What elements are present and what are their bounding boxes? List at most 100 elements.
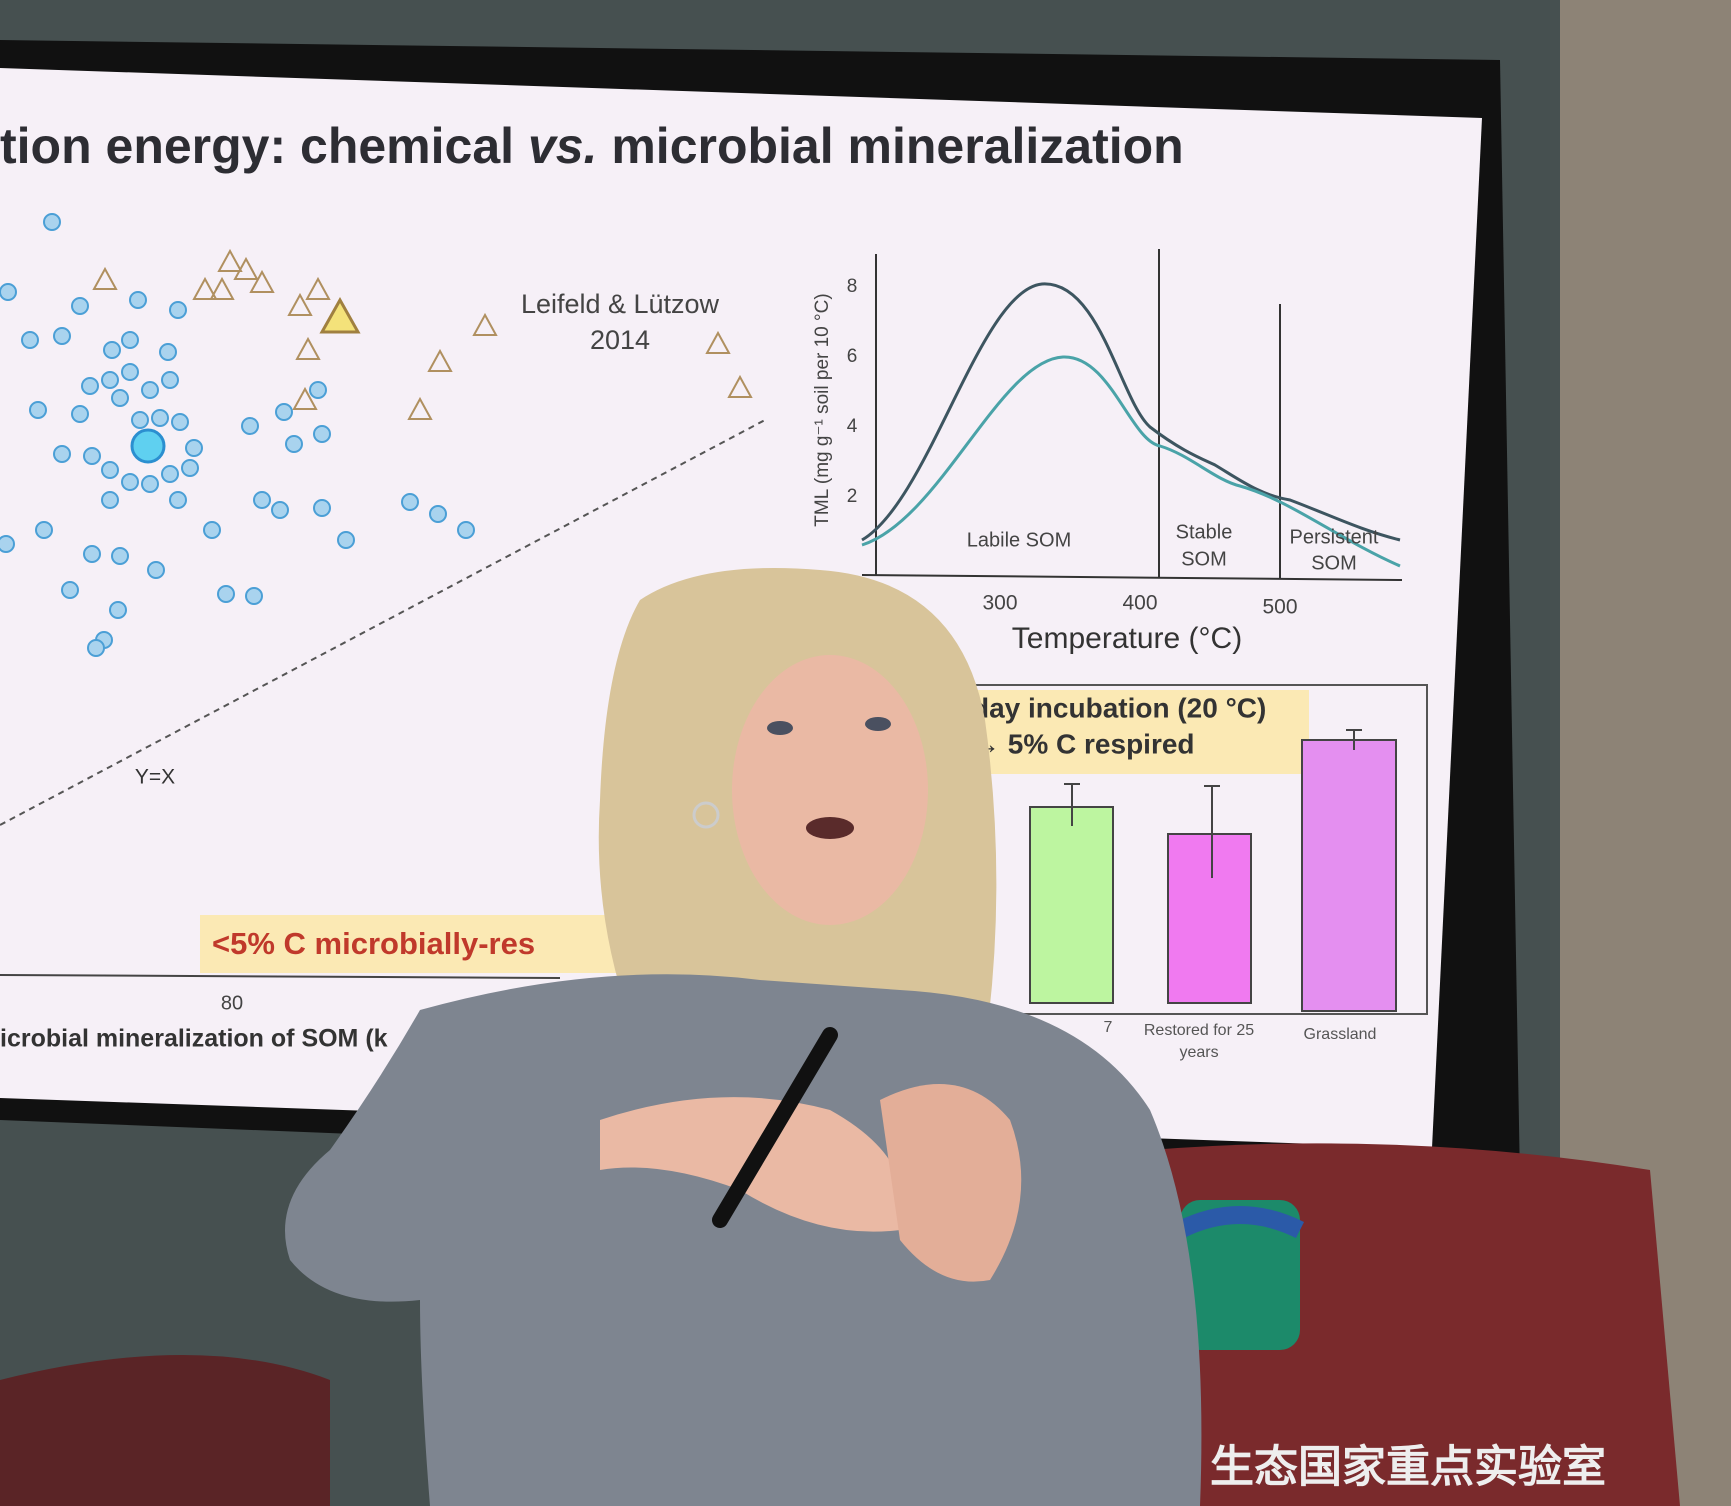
scatter-triangle	[727, 374, 753, 398]
scatter-point	[111, 547, 129, 565]
presenter	[285, 568, 1202, 1506]
scatter-point	[0, 535, 15, 553]
x-axis-label: icrobial mineralization of SOM (k	[0, 1025, 388, 1053]
x-tick-label: 80	[221, 992, 243, 1014]
logo	[1180, 1200, 1300, 1350]
scatter-triangle	[295, 336, 321, 360]
thermal-chart	[861, 249, 1403, 581]
scatter-triangle	[305, 276, 331, 300]
scatter-point	[337, 531, 355, 549]
scatter-point	[429, 505, 447, 523]
scatter-plot	[0, 213, 766, 979]
identity-label: Y=X	[135, 766, 175, 789]
identity-line	[0, 419, 766, 826]
logo-wave	[1175, 1206, 1305, 1239]
seat	[0, 1355, 330, 1506]
scatter-triangle	[427, 348, 453, 372]
scatter-point	[71, 297, 89, 315]
scatter-mean	[130, 428, 166, 464]
scatter-point	[129, 291, 147, 309]
mouth	[806, 817, 854, 839]
scatter-triangle	[292, 386, 318, 410]
hand	[880, 1084, 1022, 1282]
scatter-point	[151, 409, 169, 427]
citation: Leifeld & Lützow	[521, 289, 720, 319]
scatter-point	[83, 447, 101, 465]
scatter-point	[53, 445, 71, 463]
x-tick-label: 300	[982, 592, 1017, 615]
scatter-point	[131, 411, 149, 429]
bar	[1167, 833, 1252, 1004]
error-bar	[1064, 729, 1362, 878]
scatter-point	[109, 601, 127, 619]
face	[732, 655, 928, 925]
banner-text: day incubation (20 °C)	[972, 692, 1266, 723]
zone-label: Persistent	[1290, 526, 1379, 548]
title-part: tion energy: chemical	[0, 118, 528, 174]
scatter-point	[313, 425, 331, 443]
zone-label: Labile SOM	[967, 529, 1072, 551]
scatter-point	[181, 459, 199, 477]
scatter-point	[245, 587, 263, 605]
bar-label: years	[1179, 1044, 1218, 1061]
scatter-point	[83, 545, 101, 563]
scatter-mean	[319, 296, 361, 334]
scatter-triangle	[217, 248, 243, 272]
scatter-point	[103, 341, 121, 359]
x-axis-label: Temperature (°C)	[1012, 622, 1242, 655]
scatter-triangle	[287, 292, 313, 316]
scatter-point	[101, 491, 119, 509]
banner-box	[965, 690, 1309, 774]
y-axis-label: TML (mg g⁻¹ soil per 10 °C)	[812, 293, 833, 526]
scatter-triangle	[192, 276, 218, 300]
zone-label: SOM	[1311, 552, 1357, 574]
y-tick-label: 8	[847, 276, 858, 297]
scatter-point	[35, 521, 53, 539]
bar-label: Restored for 25	[1144, 1022, 1254, 1039]
scatter-point	[71, 405, 89, 423]
scatter-triangle	[209, 276, 235, 300]
scatter-point	[61, 581, 79, 599]
scatter-point	[241, 417, 259, 435]
pointer	[712, 1027, 838, 1228]
scatter-triangle	[233, 256, 259, 280]
y-tick-label: 6	[847, 346, 858, 367]
bar	[1301, 739, 1397, 1012]
scatter-point	[121, 331, 139, 349]
scatter-point	[457, 521, 475, 539]
scatter-point	[81, 377, 99, 395]
x-axis	[0, 974, 561, 979]
bar-label: 7	[1104, 1019, 1113, 1036]
scatter-triangle	[249, 269, 275, 293]
earring	[692, 801, 720, 829]
y-tick-label: 4	[847, 416, 858, 437]
scatter-point	[21, 331, 39, 349]
scatter-point	[161, 465, 179, 483]
scatter-point	[101, 371, 119, 389]
scatter-point	[271, 501, 289, 519]
scatter-point	[111, 389, 129, 407]
scatter-point	[401, 493, 419, 511]
x-axis	[861, 574, 1403, 581]
zone-label: SOM	[1181, 548, 1227, 570]
scatter-point	[253, 491, 271, 509]
thermogram-curve	[861, 282, 1401, 542]
x-tick-label: 400	[1122, 592, 1157, 615]
thermogram-curve	[861, 355, 1401, 568]
banner-text: → 5% C respired	[972, 728, 1195, 759]
bar-label: Grassland	[1304, 1026, 1377, 1043]
scatter-triangle	[705, 330, 731, 354]
y-tick-label: 2	[847, 486, 858, 507]
scatter-point	[161, 371, 179, 389]
eye	[865, 717, 891, 731]
scatter-point	[0, 283, 17, 301]
slide-title: tion energy: chemical vs. microbial mine…	[0, 118, 1184, 174]
scatter-point	[171, 413, 189, 431]
scatter-point	[275, 403, 293, 421]
scatter-triangle	[472, 312, 498, 336]
scatter-point	[43, 213, 61, 231]
scatter-triangle	[407, 396, 433, 420]
scatter-point	[203, 521, 221, 539]
fringe	[700, 617, 930, 720]
